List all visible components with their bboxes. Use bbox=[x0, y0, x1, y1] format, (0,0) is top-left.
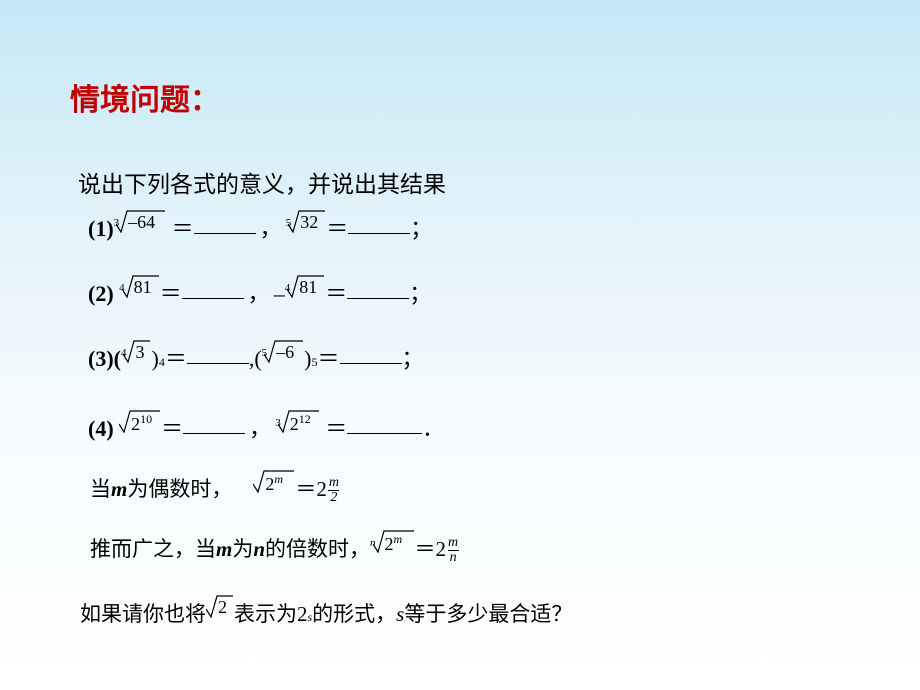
exp: 10 bbox=[140, 412, 152, 426]
radicand: –6 bbox=[276, 342, 294, 363]
equals: ＝ bbox=[161, 411, 183, 443]
equals: ＝ bbox=[326, 211, 348, 243]
text: 表示为 bbox=[234, 598, 297, 628]
denominator: 2 bbox=[328, 490, 339, 505]
problem-1: (1) 3 –64 ＝ ， 5 32 ＝ ； bbox=[88, 210, 432, 243]
equals: ＝ bbox=[160, 276, 182, 308]
root-2a: 4 81 bbox=[119, 275, 160, 304]
radicand: 3 bbox=[135, 342, 144, 363]
equals: ＝ bbox=[295, 473, 316, 503]
problem-2: (2) 4 81 ＝ ， – 4 81 ＝ ； bbox=[88, 275, 431, 308]
exp: m bbox=[394, 532, 403, 546]
semicolon: ； bbox=[402, 341, 424, 373]
radicand: 210 bbox=[131, 412, 152, 435]
semicolon: ； bbox=[409, 276, 431, 308]
root-expr: 2 bbox=[206, 595, 234, 621]
base: 2 bbox=[436, 537, 447, 562]
text: 的倍数时， bbox=[265, 533, 370, 563]
text: 等于多少最合适？ bbox=[404, 598, 572, 628]
root-3b: 5 –6 bbox=[262, 340, 305, 369]
page-title: 情境问题： bbox=[70, 75, 220, 119]
numerator: m bbox=[327, 476, 341, 490]
var-s: s bbox=[396, 602, 404, 627]
rparen: ) bbox=[151, 346, 158, 372]
label: (3)( bbox=[88, 346, 121, 372]
base: 2 bbox=[385, 534, 394, 554]
root-1a: 3 –64 bbox=[114, 210, 167, 239]
radicand: 81 bbox=[299, 277, 317, 298]
equals: ＝ bbox=[165, 341, 187, 373]
root-4a: 210 bbox=[119, 410, 161, 436]
root-1b: 5 32 bbox=[286, 210, 327, 239]
equals: ＝ bbox=[317, 341, 339, 373]
fraction-exp: m 2 bbox=[327, 476, 341, 505]
var-n: n bbox=[253, 537, 265, 562]
exp: 12 bbox=[299, 412, 311, 426]
label: (4) bbox=[88, 416, 114, 442]
blank bbox=[348, 232, 410, 234]
equals: ＝ bbox=[415, 533, 436, 563]
root-3a: 4 3 bbox=[121, 340, 152, 369]
semicolon: ； bbox=[410, 211, 432, 243]
rparen: ) bbox=[304, 346, 311, 372]
statement-1: 当m为偶数时， 2m ＝ 2 m 2 bbox=[90, 470, 341, 515]
statement-3: 如果请你也将 2 表示为2s的形式， s等于多少最合适？ bbox=[80, 595, 572, 628]
blank bbox=[187, 362, 249, 364]
radicand: 81 bbox=[134, 277, 152, 298]
root-4b: 3 212 bbox=[275, 410, 320, 439]
var-m: m bbox=[111, 477, 127, 502]
blank bbox=[347, 432, 422, 434]
blank bbox=[347, 297, 409, 299]
blank bbox=[194, 232, 256, 234]
denominator: n bbox=[448, 550, 459, 565]
statement-2: 推而广之，当m为n的倍数时， n 2m ＝ 2 m n bbox=[90, 530, 460, 575]
radicand: 2m bbox=[385, 532, 403, 555]
lparen: ( bbox=[254, 346, 261, 372]
var-m: m bbox=[216, 537, 232, 562]
text: 推而广之，当 bbox=[90, 533, 216, 563]
base: 2 bbox=[297, 602, 308, 627]
problem-3: (3)( 4 3 )4 ＝ ,( 5 –6 )5 ＝ ； bbox=[88, 340, 424, 373]
label: (2) bbox=[88, 281, 114, 307]
blank bbox=[340, 362, 402, 364]
base: 2 bbox=[316, 477, 327, 502]
text: 的形式， bbox=[312, 598, 396, 628]
equals: ＝ bbox=[172, 211, 194, 243]
numerator: m bbox=[446, 536, 460, 550]
blank bbox=[183, 432, 245, 434]
text: 为偶数时， bbox=[127, 473, 232, 503]
radicand: 2m bbox=[265, 472, 283, 495]
text: 当 bbox=[90, 473, 111, 503]
period: ． bbox=[422, 411, 444, 443]
base: 2 bbox=[290, 414, 299, 434]
radicand: 212 bbox=[290, 412, 311, 435]
base: 2 bbox=[265, 474, 274, 494]
equals: ＝ bbox=[325, 411, 347, 443]
base: 2 bbox=[131, 414, 140, 434]
equals: ＝ bbox=[325, 276, 347, 308]
comma: ， bbox=[260, 211, 282, 243]
text: 为 bbox=[232, 533, 253, 563]
root-expr: n 2m bbox=[370, 530, 415, 559]
root-2b: 4 81 bbox=[285, 275, 326, 304]
exp: m bbox=[274, 472, 283, 486]
comma: ， bbox=[249, 411, 271, 443]
problem-4: (4) 210 ＝ ， 3 212 ＝ ． bbox=[88, 410, 444, 443]
label: (1) bbox=[88, 216, 114, 242]
blank bbox=[182, 297, 244, 299]
subtitle: 说出下列各式的意义，并说出其结果 bbox=[78, 165, 446, 199]
radicand: 2 bbox=[218, 597, 227, 618]
comma: ， bbox=[248, 276, 270, 308]
root-expr: 2m bbox=[253, 470, 295, 496]
minus: – bbox=[274, 281, 285, 307]
radicand: –64 bbox=[128, 212, 155, 233]
radicand: 32 bbox=[300, 212, 318, 233]
fraction-exp: m n bbox=[446, 536, 460, 565]
text: 如果请你也将 bbox=[80, 598, 206, 628]
